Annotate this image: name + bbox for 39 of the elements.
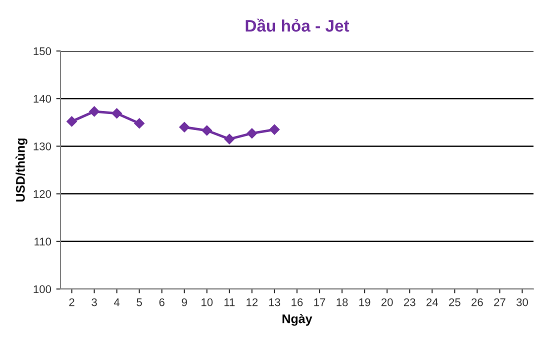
chart-title: Dầu hỏa - Jet [246,18,350,32]
x-axis-title: Ngày [282,314,312,326]
y-tick-label: 150 [34,47,52,56]
x-tick-label: 12 [246,298,258,306]
x-tick-label: 18 [336,298,348,306]
x-tick-label: 27 [494,298,506,306]
point [66,116,77,127]
x-tick-label: 11 [224,298,235,306]
x-tick-label: 20 [381,298,393,306]
point [224,134,235,144]
y-tick-label: 130 [34,142,52,150]
x-tick-label: 6 [159,298,164,306]
x-tick-label: 5 [136,298,142,306]
y-tick-label: 100 [34,285,52,294]
point [246,128,258,138]
x-tick-label: 19 [359,298,370,306]
point [89,106,100,117]
x-tick-label: 9 [182,298,187,306]
y-axis-title: USD/thùng [16,138,28,202]
point [202,125,212,136]
x-tick-label: 26 [472,298,483,306]
y-tick-label: 120 [34,190,52,198]
point [134,118,144,128]
point [269,124,280,135]
x-tick-label: 25 [449,298,460,306]
point [112,108,122,118]
x-tick-label: 13 [269,298,280,306]
x-tick-label: 23 [404,298,416,306]
x-tick-label: 16 [292,298,303,306]
x-tick-label: 2 [69,298,74,306]
x-tick-label: 10 [202,298,213,306]
y-tick-label: 110 [34,238,52,246]
x-tick-label: 24 [426,298,438,306]
x-tick-label: 3 [92,298,97,306]
point [179,122,190,132]
x-tick-label: 17 [314,298,326,306]
y-tick-label: 140 [34,94,52,103]
x-tick-label: 4 [114,298,120,306]
x-tick-label: 30 [516,298,528,306]
